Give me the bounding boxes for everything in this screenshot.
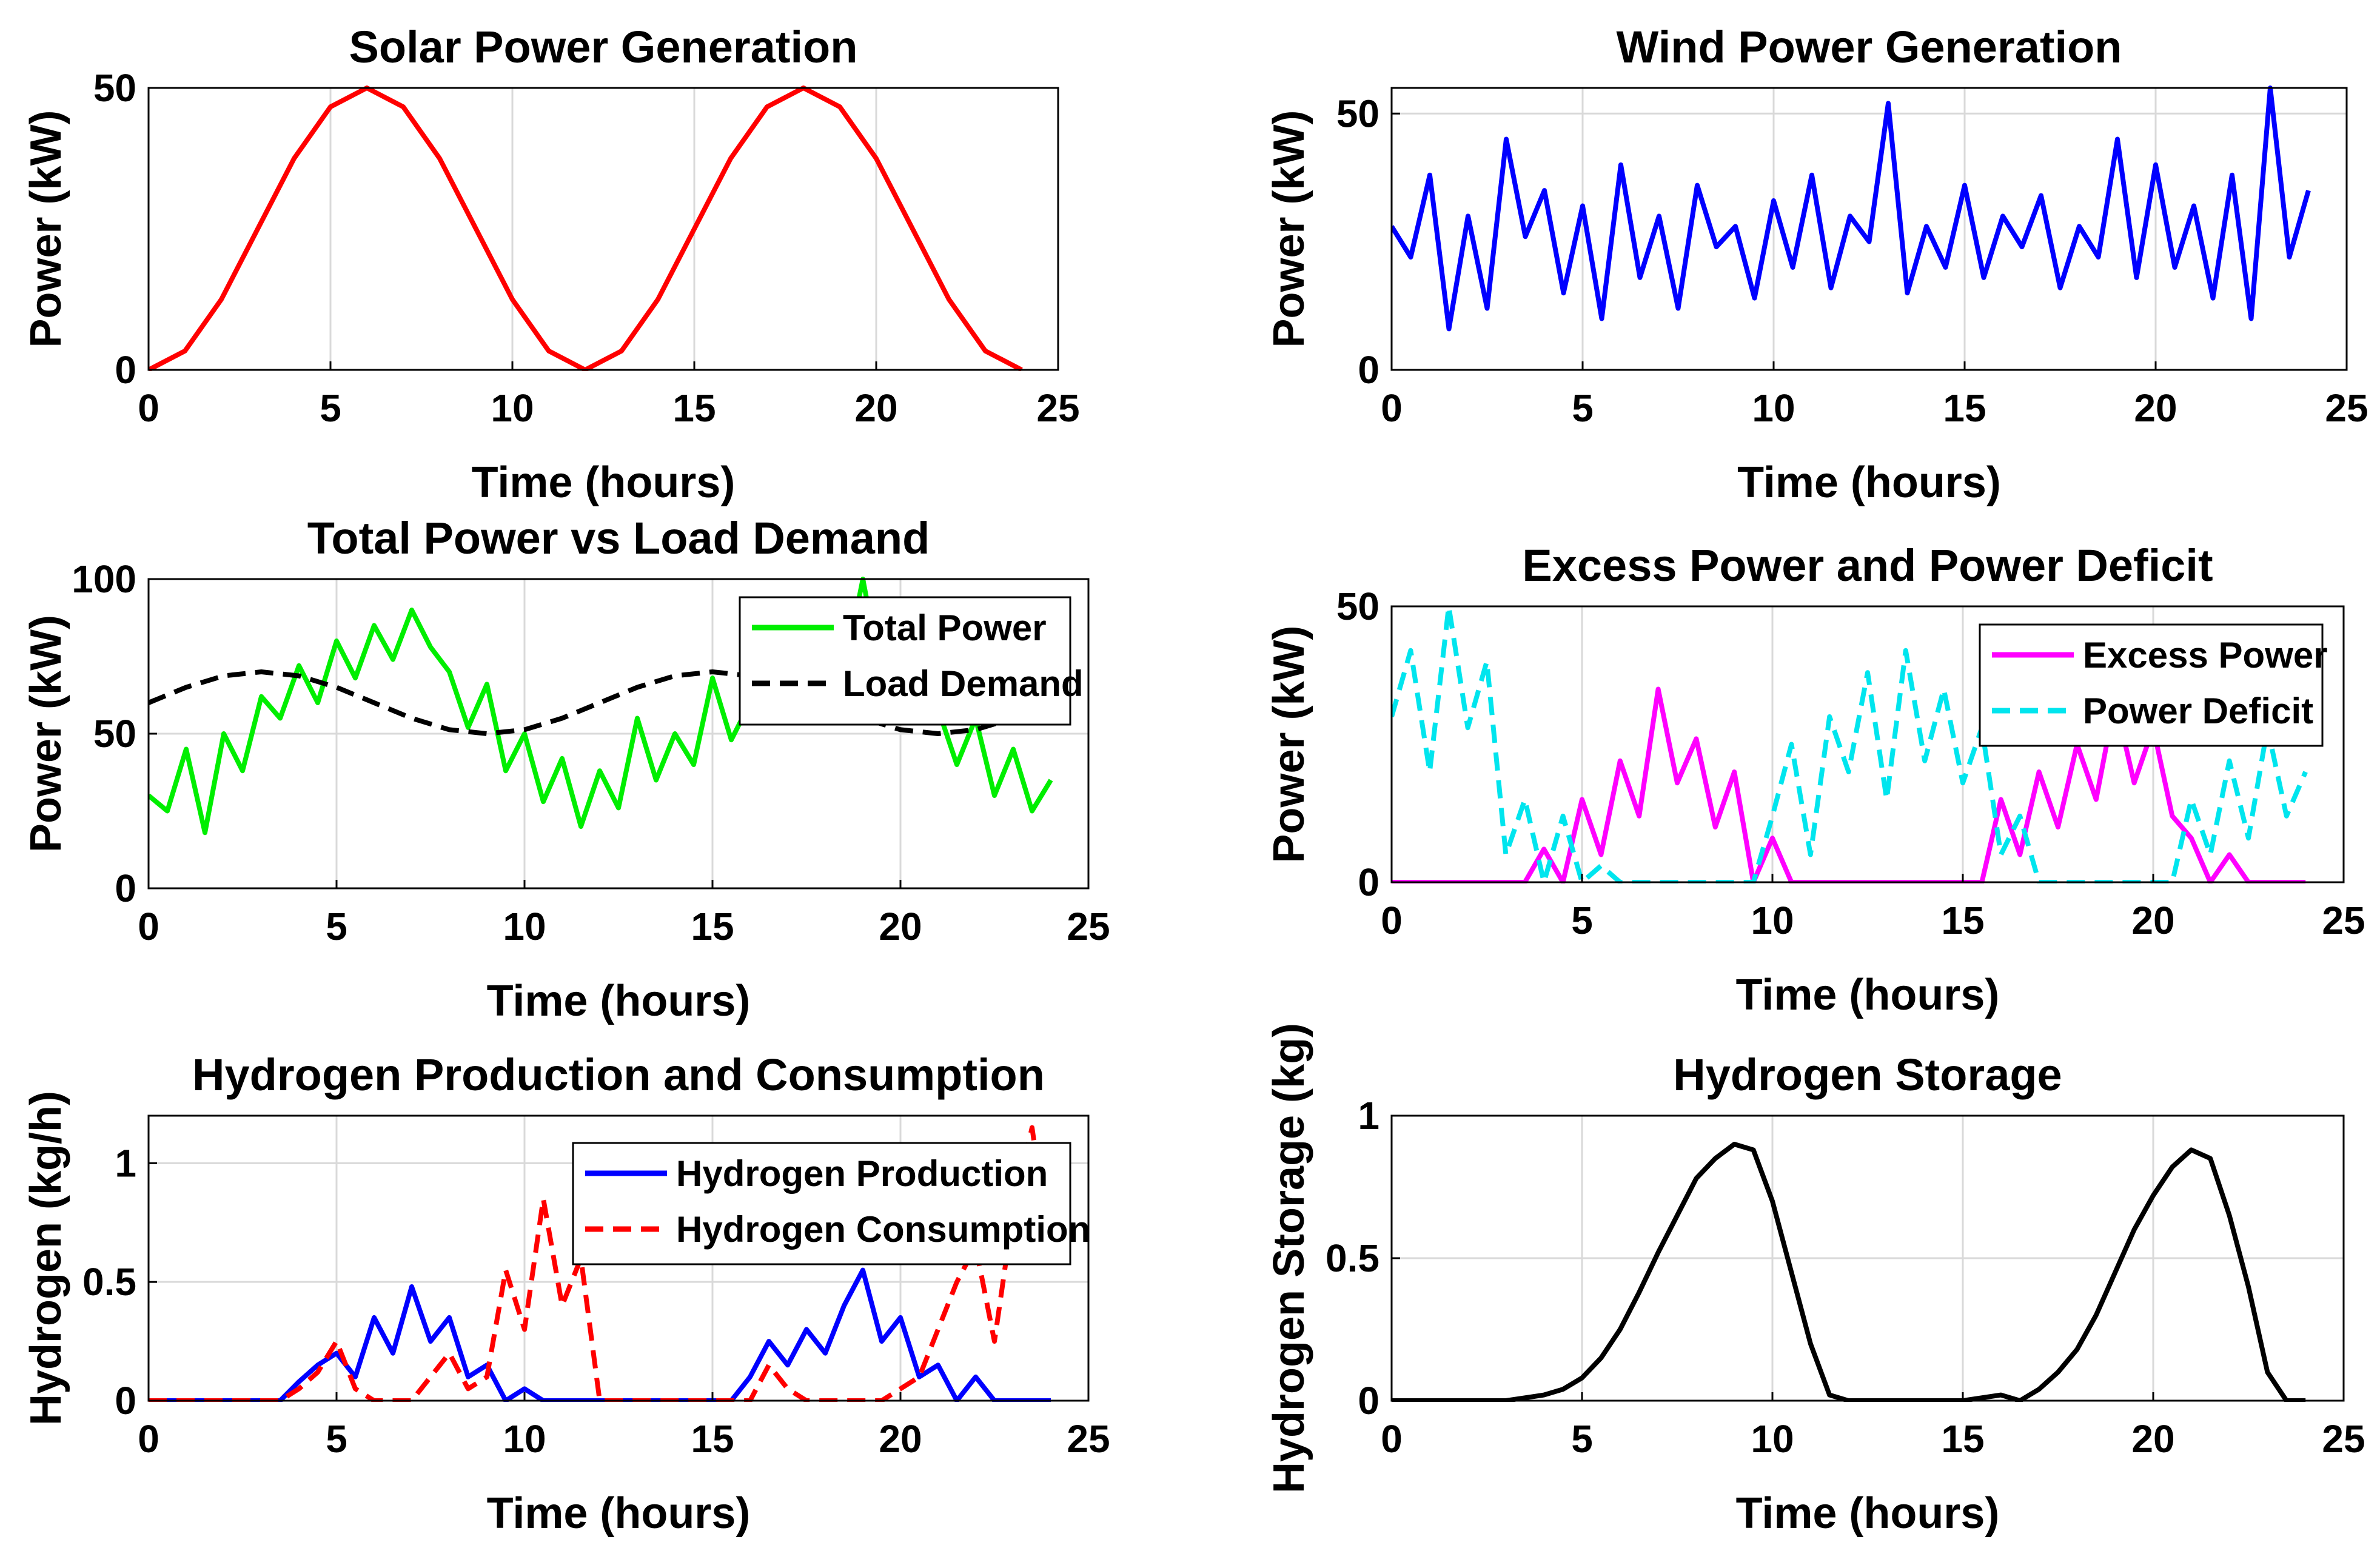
y-tick-label: 50 xyxy=(1336,92,1379,135)
x-tick-label: 20 xyxy=(2131,1417,2174,1461)
x-axis-label: Time (hours) xyxy=(487,1489,751,1538)
x-tick-label: 0 xyxy=(138,905,159,948)
chart-excess: 0 5 10 15 20 25 0 50 Excess Power and Power Defi… xyxy=(1265,540,2365,1019)
y-tick-label: 1 xyxy=(115,1141,136,1185)
x-tick-label: 20 xyxy=(879,905,922,948)
x-tick-label: 0 xyxy=(1381,386,1403,430)
y-tick-label: 0 xyxy=(115,866,136,910)
x-tick-label: 25 xyxy=(1067,1417,1110,1461)
chart-title: Total Power vs Load Demand xyxy=(307,513,930,563)
legend-label: Hydrogen Production xyxy=(676,1153,1048,1194)
legend-label: Power Deficit xyxy=(2083,691,2313,731)
y-tick-label: 0.5 xyxy=(1326,1236,1379,1280)
legend: Hydrogen Production Hydrogen Consumption xyxy=(572,1142,1090,1265)
x-tick-label: 10 xyxy=(503,1417,546,1461)
x-tick-label: 20 xyxy=(854,386,897,430)
x-tick-label: 10 xyxy=(491,386,534,430)
x-tick-label: 10 xyxy=(1751,899,1794,942)
y-axis-label: Power (kW) xyxy=(22,615,70,853)
y-axis-label: Power (kW) xyxy=(1265,110,1313,347)
x-axis-label: Time (hours) xyxy=(1736,971,2000,1019)
x-tick-label: 0 xyxy=(138,1417,159,1461)
x-tick-label: 15 xyxy=(691,1417,734,1461)
legend-label: Load Demand xyxy=(843,663,1084,704)
x-tick-label: 25 xyxy=(2322,1417,2365,1461)
legend-box xyxy=(739,596,1071,726)
x-tick-label: 25 xyxy=(1067,905,1110,948)
x-tick-label: 0 xyxy=(1381,1417,1403,1461)
chart-title: Solar Power Generation xyxy=(349,22,858,72)
y-tick-label: 50 xyxy=(93,66,136,110)
chart-wind: 0 5 10 15 20 25 0 50 Wind Power Generation Time (… xyxy=(1265,22,2368,507)
x-tick-label: 10 xyxy=(503,905,546,948)
chart-title: Wind Power Generation xyxy=(1617,22,2122,72)
x-tick-label: 20 xyxy=(2131,899,2174,942)
legend-box xyxy=(572,1142,1071,1265)
x-tick-label: 0 xyxy=(1381,899,1403,942)
axes-frame xyxy=(147,87,1059,371)
x-tick-label: 5 xyxy=(320,386,341,430)
plot-area xyxy=(149,88,1058,370)
series-line-load-demand xyxy=(149,669,1052,736)
legend-label: Total Power xyxy=(843,608,1047,648)
legend: Total Power Load Demand xyxy=(739,596,1084,726)
x-tick-label: 10 xyxy=(1751,1417,1794,1461)
x-axis-label: Time (hours) xyxy=(1736,1489,2000,1538)
x-tick-label: 5 xyxy=(1571,1417,1593,1461)
y-tick-label: 0 xyxy=(115,1379,136,1423)
legend-label: Excess Power xyxy=(2083,635,2328,675)
series-line-hydrogen-storage xyxy=(1392,1142,2306,1402)
x-tick-label: 25 xyxy=(2322,899,2365,942)
y-tick-label: 0 xyxy=(1358,348,1379,392)
chart-hprod: 0 5 10 15 20 25 0 0.5 1 Hydrogen Production and C… xyxy=(22,1050,1110,1538)
x-tick-label: 25 xyxy=(2325,386,2368,430)
x-tick-label: 0 xyxy=(138,386,159,430)
y-tick-label: 0 xyxy=(115,348,136,392)
x-tick-label: 20 xyxy=(2134,386,2177,430)
chart-total: 0 5 10 15 20 25 0 50 100 Total Power vs Load Dema… xyxy=(22,513,1110,1025)
legend-box xyxy=(1979,623,2324,747)
x-tick-label: 20 xyxy=(879,1417,922,1461)
chart-solar: 0 5 10 15 20 25 0 50 Solar Power Generation Time … xyxy=(22,22,1080,507)
x-axis-label: Time (hours) xyxy=(487,977,751,1025)
y-tick-label: 0 xyxy=(1358,860,1379,904)
y-axis-label: Hydrogen Storage (kg) xyxy=(1265,1023,1313,1493)
chart-hstorage: 0 5 10 15 20 25 0 0.5 1 Hydrogen Storage Time (hou… xyxy=(1265,1023,2365,1538)
chart-title: Hydrogen Storage xyxy=(1673,1050,2062,1100)
legend-label: Hydrogen Consumption xyxy=(676,1209,1090,1250)
chart-title: Hydrogen Production and Consumption xyxy=(192,1050,1045,1100)
y-axis-label: Power (kW) xyxy=(1265,625,1313,863)
x-tick-label: 5 xyxy=(1572,386,1594,430)
x-axis-label: Time (hours) xyxy=(1737,458,2001,507)
x-tick-label: 15 xyxy=(1941,1417,1984,1461)
x-tick-label: 15 xyxy=(1941,899,1984,942)
y-axis-label: Hydrogen (kg/h) xyxy=(22,1091,70,1426)
y-tick-label: 50 xyxy=(1336,585,1379,628)
series-line-wind xyxy=(1392,85,2311,332)
y-tick-label: 0 xyxy=(1358,1379,1379,1423)
x-tick-label: 5 xyxy=(326,905,347,948)
axes-frame xyxy=(1390,605,2345,883)
x-tick-label: 15 xyxy=(1943,386,1986,430)
y-tick-label: 50 xyxy=(93,712,136,756)
y-tick-label: 1 xyxy=(1358,1094,1379,1138)
axes-frame xyxy=(1390,87,2348,371)
chart-title: Excess Power and Power Deficit xyxy=(1522,540,2213,591)
x-tick-label: 5 xyxy=(326,1417,347,1461)
series-line-hydrogen-consumption xyxy=(149,1125,1053,1402)
y-tick-label: 100 xyxy=(72,557,136,601)
axes-frame xyxy=(147,1114,1090,1402)
x-axis-label: Time (hours) xyxy=(472,458,736,507)
legend: Excess Power Power Deficit xyxy=(1979,623,2328,747)
x-tick-label: 15 xyxy=(691,905,734,948)
x-tick-label: 10 xyxy=(1752,386,1795,430)
y-axis-label: Power (kW) xyxy=(22,110,70,347)
x-tick-label: 15 xyxy=(672,386,716,430)
y-tick-label: 0.5 xyxy=(82,1260,136,1304)
x-tick-label: 25 xyxy=(1036,386,1079,430)
x-tick-label: 5 xyxy=(1571,899,1593,942)
